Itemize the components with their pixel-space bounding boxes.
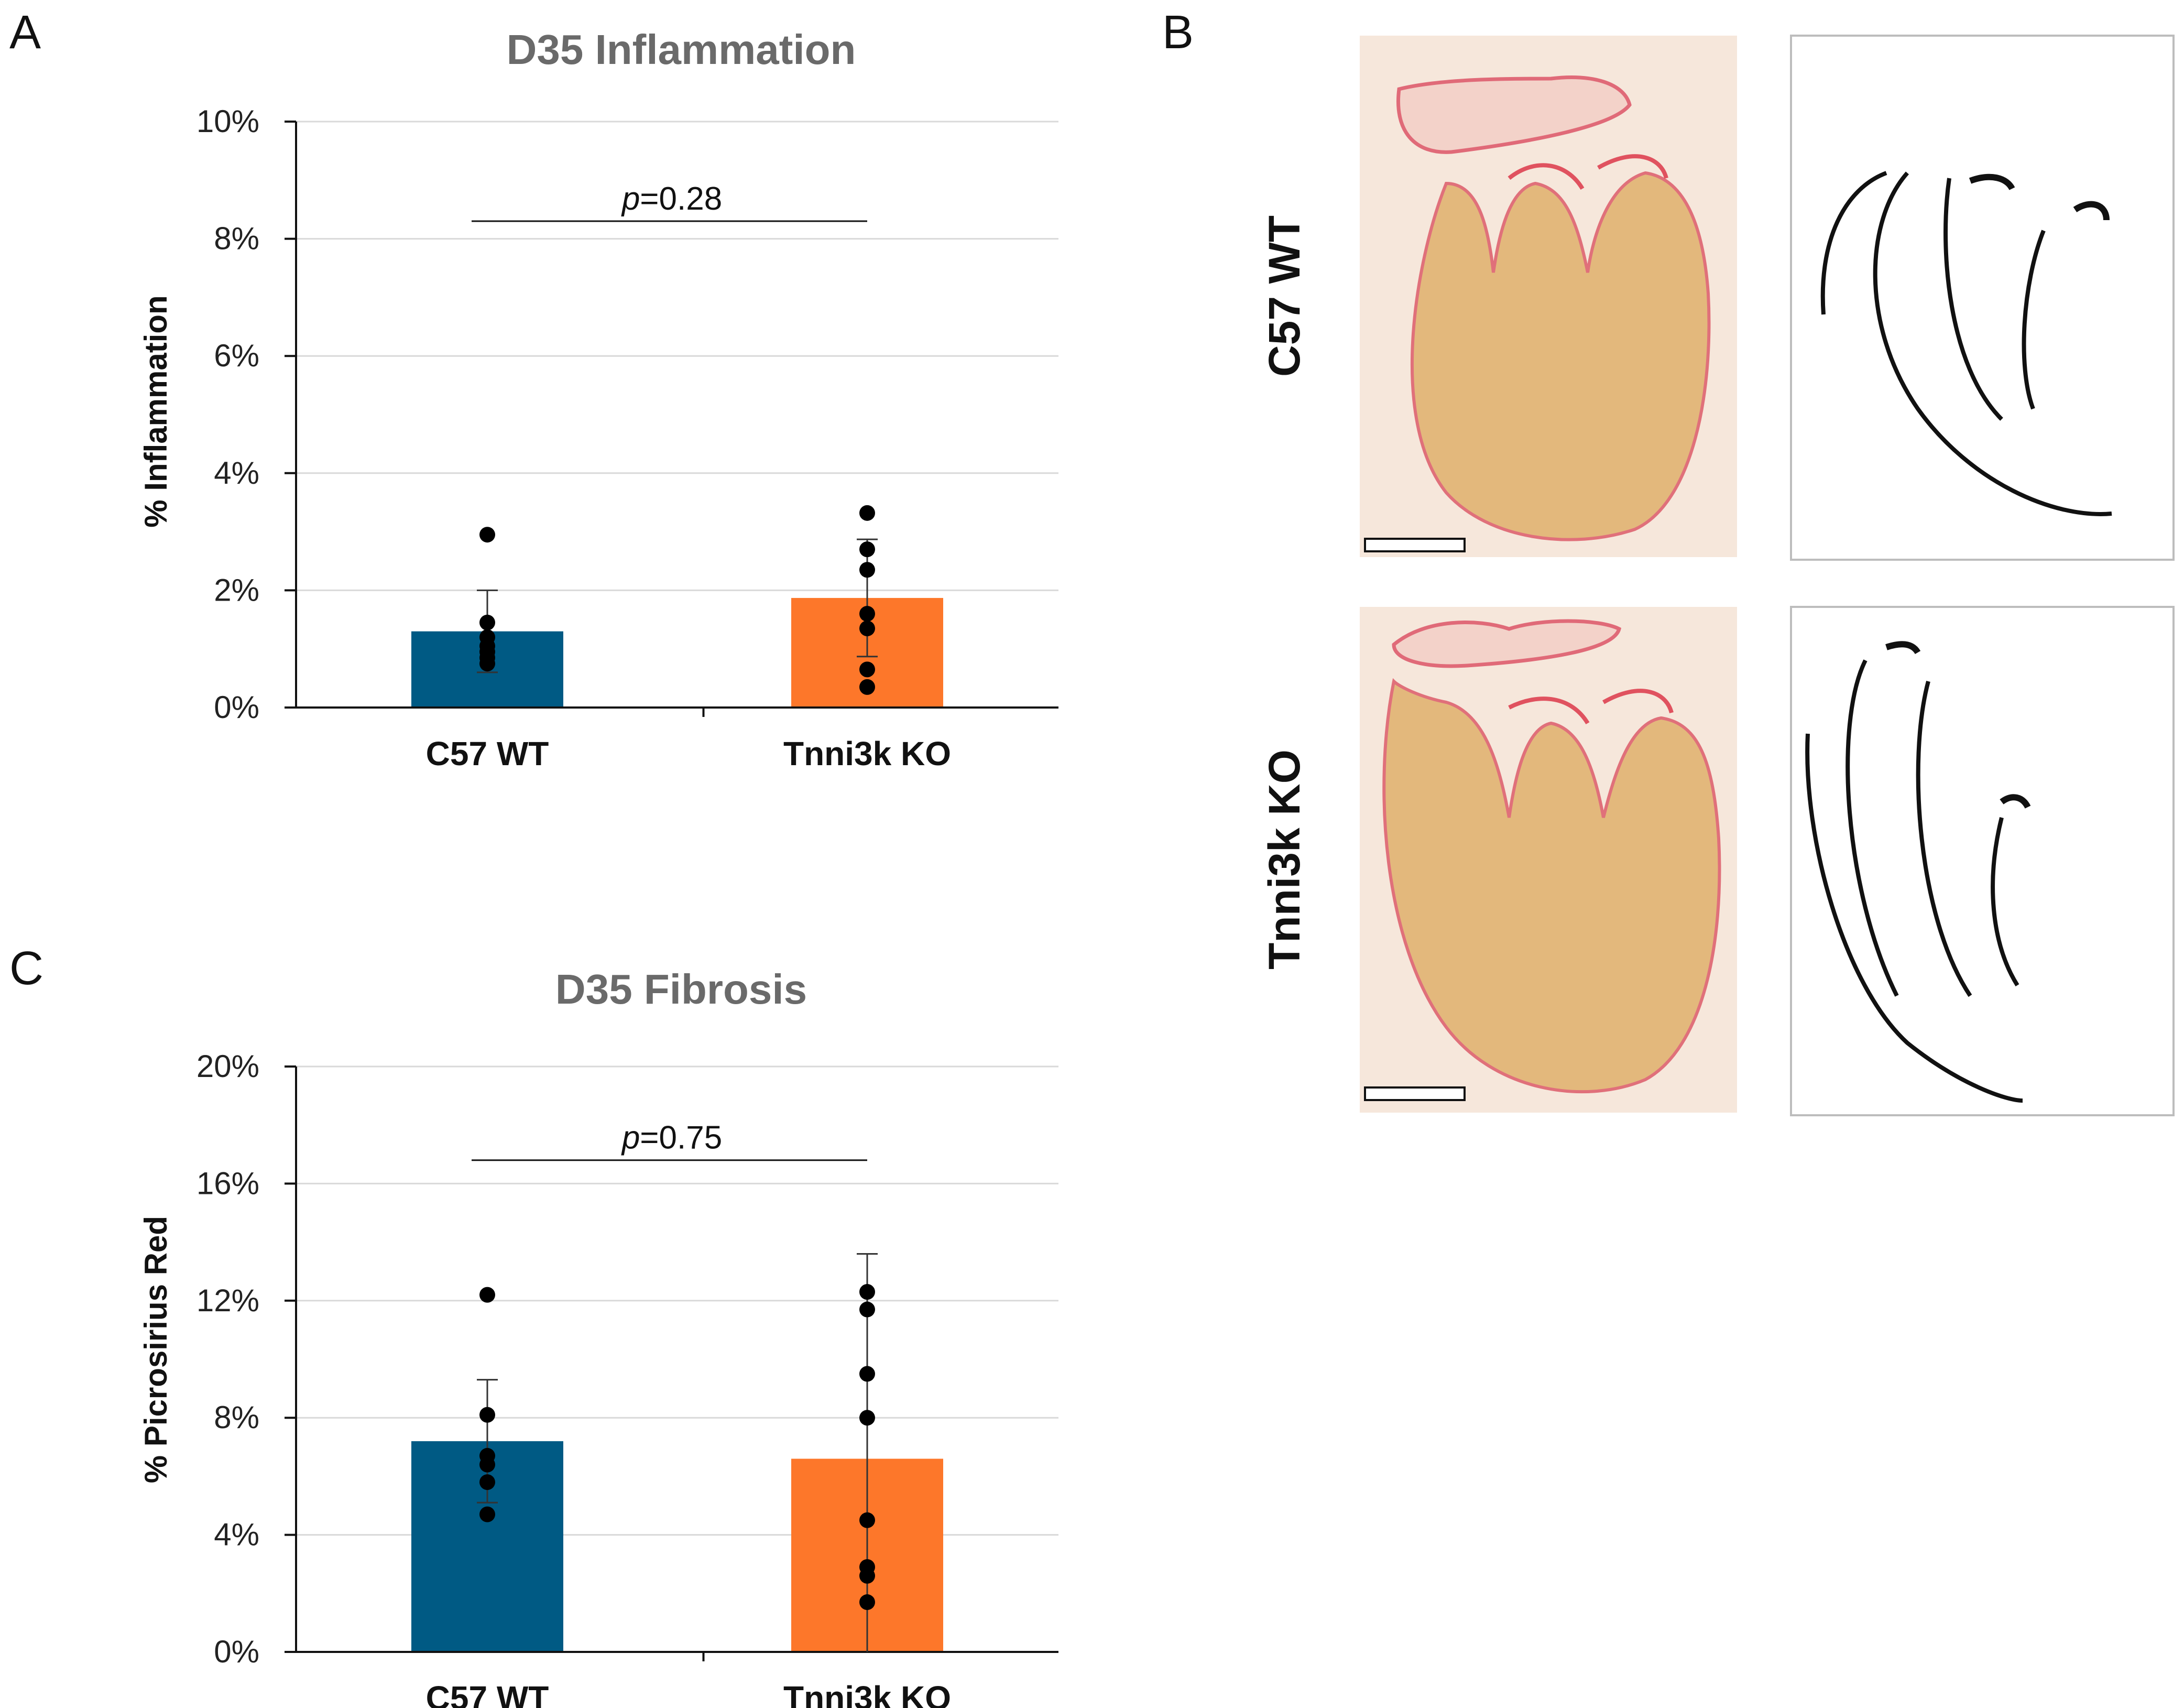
data-point: [859, 621, 875, 637]
data-point: [859, 1568, 875, 1584]
histology-image-ko-stained: [1360, 607, 1737, 1113]
data-point: [479, 527, 495, 543]
p-value-label: p=0.28: [621, 181, 722, 217]
histology-mask-ko: [1790, 606, 2175, 1116]
data-point: [859, 1410, 875, 1426]
data-point: [479, 614, 495, 630]
y-tick-label: 0%: [214, 1634, 259, 1669]
y-tick-label: 0%: [214, 690, 259, 725]
histology-panel: C57 WT Tnni3k KO: [1260, 35, 2175, 1116]
chart-fibrosis: D35 Fibrosis % Picrosirius Red 0% 4% 8% 12%…: [138, 966, 1058, 1708]
y-tick-label: 8%: [214, 221, 259, 256]
data-point: [859, 505, 875, 521]
chart-title: D35 Inflammation: [507, 26, 856, 73]
histology-image-wt-stained: [1360, 36, 1737, 557]
scale-bar: [1364, 538, 1466, 552]
data-point: [859, 679, 875, 695]
data-point: [479, 1456, 495, 1473]
row-label-wt: C57 WT: [1260, 215, 1309, 377]
data-point: [859, 661, 875, 678]
y-tick-label: 10%: [196, 104, 259, 139]
y-axis-title: % Picrosirius Red: [138, 1216, 173, 1483]
data-point: [859, 562, 875, 578]
data-point: [479, 1287, 495, 1303]
y-axis-title: % Inflammation: [138, 295, 173, 527]
data-point: [859, 541, 875, 558]
y-tick-label: 4%: [214, 455, 259, 491]
data-point: [859, 1512, 875, 1528]
category-label: Tnni3k KO: [783, 1679, 951, 1708]
data-point: [479, 1407, 495, 1423]
y-tick-label: 4%: [214, 1517, 259, 1552]
data-point: [859, 1594, 875, 1611]
y-tick-label: 6%: [214, 338, 259, 373]
histology-mask-wt: [1790, 35, 2175, 561]
data-point: [479, 656, 495, 672]
panel-letter-b: B: [1162, 6, 1194, 59]
y-tick-label: 12%: [196, 1283, 259, 1318]
chart-title: D35 Fibrosis: [555, 966, 807, 1013]
data-point: [859, 1366, 875, 1382]
panel-letter-a: A: [9, 6, 41, 59]
y-tick-label: 8%: [214, 1400, 259, 1435]
data-point: [859, 1301, 875, 1318]
category-label: C57 WT: [426, 735, 549, 773]
data-point: [859, 606, 875, 622]
row-label-ko: Tnni3k KO: [1260, 749, 1309, 970]
p-value-label: p=0.75: [621, 1120, 722, 1156]
data-point: [859, 1284, 875, 1300]
data-point: [479, 1506, 495, 1522]
data-point: [479, 1474, 495, 1491]
chart-inflammation: D35 Inflammation % Inflammation 0% 2% 4% 6%…: [138, 26, 1058, 773]
category-label: Tnni3k KO: [783, 735, 951, 773]
y-tick-label: 20%: [196, 1049, 259, 1084]
category-label: C57 WT: [426, 1679, 549, 1708]
y-tick-label: 2%: [214, 572, 259, 607]
y-tick-label: 16%: [196, 1166, 259, 1201]
scale-bar: [1364, 1086, 1466, 1101]
panel-letter-c: C: [9, 942, 43, 995]
